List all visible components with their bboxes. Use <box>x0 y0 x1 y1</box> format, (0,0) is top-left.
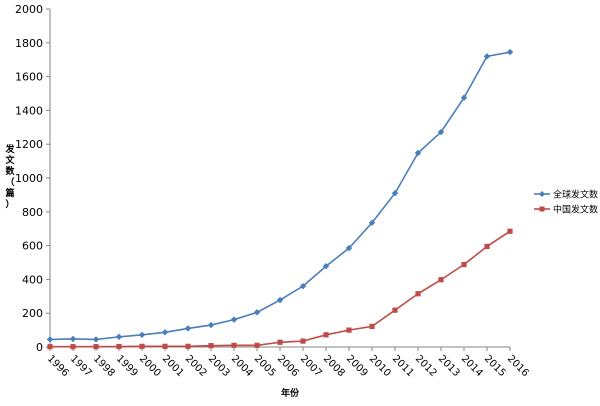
data-point <box>300 338 306 344</box>
data-point <box>207 321 215 329</box>
data-point <box>277 339 283 345</box>
data-point <box>506 48 514 56</box>
data-point <box>392 307 398 313</box>
y-axis-title-char: 发 <box>4 143 15 155</box>
data-point <box>92 336 100 343</box>
legend-marker <box>539 191 545 197</box>
data-point <box>299 282 307 290</box>
x-tick-label: 2009 <box>344 353 370 379</box>
x-tick-label: 2011 <box>390 353 416 379</box>
legend-item: 中国发文数 <box>534 204 598 216</box>
x-tick-label: 2002 <box>183 353 209 379</box>
data-point <box>184 325 192 332</box>
y-tick-label: 2000 <box>15 3 43 16</box>
data-point <box>161 329 169 336</box>
series-layer <box>46 48 514 350</box>
data-point <box>461 261 467 268</box>
x-tick-labels: 1996199719981999200020012002200320042005… <box>45 353 531 379</box>
data-point <box>391 190 399 197</box>
data-point <box>437 128 445 136</box>
data-point <box>369 323 375 329</box>
x-tick-label: 1997 <box>68 353 94 379</box>
data-point <box>460 94 468 101</box>
legend-item: 全球发文数 <box>534 189 598 201</box>
data-point <box>254 342 260 348</box>
x-tick-label: 2014 <box>459 353 485 379</box>
y-axis-title-char: 数 <box>5 165 15 177</box>
x-tick-label: 2008 <box>321 353 347 379</box>
data-point <box>208 343 214 349</box>
data-point <box>438 277 444 283</box>
data-point <box>484 243 490 250</box>
legend-label: 全球发文数 <box>553 189 598 201</box>
data-point <box>162 343 168 349</box>
y-axis-title: 发文数（篇） <box>4 143 15 210</box>
legend-label: 中国发文数 <box>553 204 598 216</box>
data-point <box>414 149 422 157</box>
y-tick-label: 400 <box>22 273 43 286</box>
data-point <box>138 331 146 339</box>
x-tick-label: 2005 <box>252 353 278 379</box>
data-point <box>185 343 191 349</box>
data-point <box>507 228 513 234</box>
data-point <box>253 309 261 316</box>
data-point <box>345 244 353 252</box>
data-point <box>47 344 53 350</box>
x-tick-label: 2012 <box>413 353 439 379</box>
data-point <box>116 343 122 350</box>
y-tick-label: 200 <box>22 307 43 320</box>
y-axis-title-char: 篇 <box>4 187 14 199</box>
x-tick-label: 2000 <box>137 353 163 379</box>
data-point <box>368 219 376 226</box>
x-tick-label: 1996 <box>45 353 71 379</box>
data-point <box>230 316 238 323</box>
data-point <box>276 296 284 304</box>
series-line <box>49 51 511 341</box>
data-point <box>483 53 491 60</box>
series-2 <box>47 228 513 350</box>
data-point <box>323 332 329 338</box>
y-tick-label: 1800 <box>15 37 43 50</box>
x-tick-label: 1998 <box>91 353 117 379</box>
y-tick-label: 600 <box>22 240 43 253</box>
data-point <box>115 333 123 341</box>
data-point <box>93 344 99 350</box>
series-line <box>50 230 511 348</box>
data-point <box>231 342 237 348</box>
y-tick-label: 0 <box>36 341 43 354</box>
legend-marker <box>539 206 545 212</box>
data-point <box>70 344 76 350</box>
data-point <box>46 336 54 343</box>
data-point <box>415 291 421 297</box>
y-tick-label: 800 <box>22 206 43 219</box>
x-tick-label: 2006 <box>275 353 301 379</box>
y-axis-title-char: ） <box>5 199 14 210</box>
data-point <box>139 343 145 349</box>
x-tick-label: 2010 <box>367 353 393 379</box>
series-1 <box>46 48 514 343</box>
data-point <box>322 263 330 270</box>
y-tick-label: 1200 <box>15 138 43 151</box>
x-tick-label: 2013 <box>436 353 462 379</box>
x-tick-label: 2001 <box>160 353 186 379</box>
x-axis-title: 年份 <box>281 387 300 399</box>
y-tick-label: 1400 <box>15 104 43 117</box>
x-tick-label: 1999 <box>114 353 140 379</box>
x-tick-label: 2003 <box>206 353 232 379</box>
y-tick-label: 1000 <box>15 172 43 185</box>
data-point <box>69 335 77 343</box>
x-tick-label: 2016 <box>505 353 531 379</box>
y-axis-title-char: （ <box>5 177 14 188</box>
y-axis-title-char: 文 <box>4 154 15 166</box>
y-tick-label: 1600 <box>15 71 43 84</box>
x-tick-label: 2004 <box>229 353 255 379</box>
data-point <box>346 327 352 333</box>
x-tick-label: 2015 <box>482 353 508 379</box>
y-tick-labels: 0 200 400 600 800 1000 1200 1400 1600 1800 2000 <box>15 3 43 354</box>
x-tick-label: 2007 <box>298 353 324 379</box>
